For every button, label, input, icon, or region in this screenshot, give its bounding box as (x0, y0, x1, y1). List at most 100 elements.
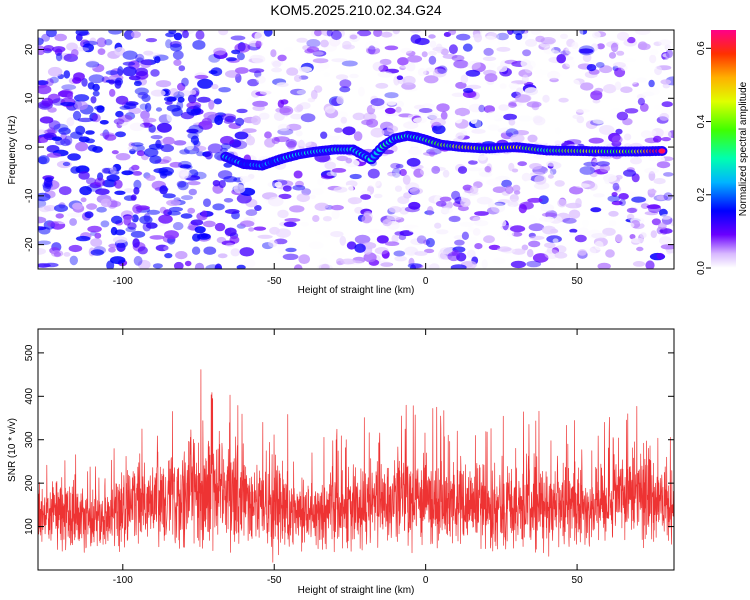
spectrogram-noise-cell (114, 179, 123, 189)
spectrogram-noise-cell (118, 114, 133, 123)
spectrogram-noise-cell (307, 97, 316, 103)
spectrogram-noise-cell (246, 135, 255, 146)
spectrogram-noise-cell (500, 131, 514, 140)
spectrogram-noise-cell (352, 256, 366, 264)
spectrogram-noise-cell (109, 166, 117, 174)
spectrogram-noise-cell (527, 134, 538, 143)
spectrogram-noise-cell (450, 264, 467, 269)
spectrogram-noise-cell (656, 252, 665, 260)
spectrogram-noise-cell (565, 59, 576, 68)
spectrogram-noise-cell (94, 177, 105, 187)
spectrogram-noise-cell (657, 222, 667, 230)
spectrogram-noise-cell (439, 247, 455, 255)
spectrogram-noise-cell (43, 45, 54, 52)
spectrogram-noise-cell (90, 96, 97, 104)
spectrogram-noise-cell (274, 181, 282, 188)
spectrogram-noise-cell (417, 67, 427, 77)
spectrogram-noise-cell (135, 67, 149, 77)
spectrogram-noise-cell (352, 112, 365, 121)
spectrogram-noise-cell (473, 33, 483, 43)
spectrogram-noise-cell (108, 79, 115, 85)
spectrogram-noise-cell (96, 37, 107, 48)
spectrogram-noise-cell (520, 59, 531, 68)
spectrogram-noise-cell (462, 43, 473, 52)
spectrogram-noise-cell (375, 82, 389, 89)
spectrogram-noise-cell (464, 114, 480, 120)
spectrogram-noise-cell (340, 116, 348, 124)
spectrogram-noise-cell (468, 103, 483, 113)
spectrogram-noise-cell (259, 90, 272, 95)
x-tick-label: -100 (113, 575, 133, 586)
spectrogram-noise-cell (252, 100, 268, 108)
spectrogram-noise-cell (564, 78, 580, 88)
y-tick-label: 400 (24, 388, 35, 405)
spectrogram-noise-cell (97, 48, 106, 55)
spectrogram-noise-cell (276, 82, 289, 88)
spectrogram-noise-cell (58, 127, 71, 135)
spectrogram-noise-cell (223, 176, 238, 183)
spectrogram-noise-cell (432, 166, 446, 171)
spectrogram-noise-cell (164, 230, 179, 240)
spectrogram-noise-cell (125, 226, 136, 233)
spectrogram-noise-cell (430, 118, 446, 127)
spectrogram-noise-cell (234, 131, 249, 140)
spectrogram-noise-cell (38, 226, 47, 231)
y-tick-label: 100 (24, 518, 35, 535)
spectrogram-noise-cell (66, 117, 75, 127)
spectrogram-noise-cell (589, 171, 598, 178)
spectrogram-noise-cell (547, 70, 561, 80)
snr-line (38, 369, 674, 563)
spectrogram-noise-cell (518, 69, 533, 78)
spectrogram-noise-cell (130, 31, 141, 39)
spectrogram-noise-cell (482, 35, 497, 43)
spectrogram-noise-cell (74, 94, 90, 102)
spectrogram-noise-cell (555, 73, 563, 78)
spectrogram-noise-cell (72, 202, 83, 210)
spectrogram-noise-cell (384, 107, 396, 114)
spectrogram-noise-cell (133, 187, 140, 195)
spectrogram-noise-cell (640, 130, 653, 139)
spectrogram-noise-cell (153, 168, 169, 174)
spectrogram-noise-cell (424, 210, 435, 215)
spectrogram-noise-cell (531, 102, 540, 111)
spectrogram-noise-cell (540, 203, 555, 212)
spectrogram-noise-cell (420, 53, 429, 61)
spectrogram-noise-cell (394, 185, 403, 192)
spectrogram-noise-cell (454, 107, 470, 117)
spectrogram-noise-cell (94, 232, 102, 239)
spectrogram-noise-cell (616, 111, 629, 121)
spectrogram-noise-cell (588, 217, 596, 225)
spectrogram-noise-cell (541, 212, 557, 218)
spectrogram-noise-cell (38, 155, 50, 165)
spectrogram-noise-cell (590, 43, 599, 52)
spectrogram-noise-cell (169, 161, 183, 168)
spectrogram-noise-cell (395, 217, 405, 223)
spectrogram-noise-cell (335, 111, 348, 119)
spectrogram-noise-cell (402, 174, 411, 185)
spectrogram-noise-cell (484, 152, 495, 158)
spectrogram-noise-cell (602, 227, 616, 236)
spectrogram-noise-cell (131, 214, 139, 223)
spectrogram-noise-cell (653, 104, 666, 111)
spectrogram-noise-cell (476, 196, 492, 205)
spectrogram-noise-cell (440, 111, 448, 120)
spectrogram-noise-cell (82, 40, 98, 46)
spectrogram-noise-cell (167, 210, 181, 216)
spectrogram-noise-cell (125, 101, 139, 106)
snr-x-axis: -100 -50 0 50 (113, 329, 583, 586)
spectrogram-noise-cell (651, 218, 662, 226)
spectrogram-noise-cell (626, 213, 635, 221)
spectrogram-noise-cell (532, 253, 549, 263)
spectrogram-noise-cell (525, 38, 538, 47)
spectrogram-noise-cell (431, 165, 441, 174)
spectrogram-noise-cell (481, 259, 488, 269)
spectrogram-noise-cell (402, 75, 416, 86)
spectrogram-noise-cell (38, 263, 51, 268)
spectrogram-noise-cell (409, 30, 421, 33)
spectrogram-noise-cell (474, 243, 483, 250)
spectrogram-noise-cell (179, 149, 190, 155)
spectrogram-noise-cell (169, 206, 183, 212)
spectrogram-noise-cell (153, 54, 169, 61)
spectrogram-noise-cell (275, 107, 292, 114)
spectrogram-noise-cell (284, 46, 294, 52)
